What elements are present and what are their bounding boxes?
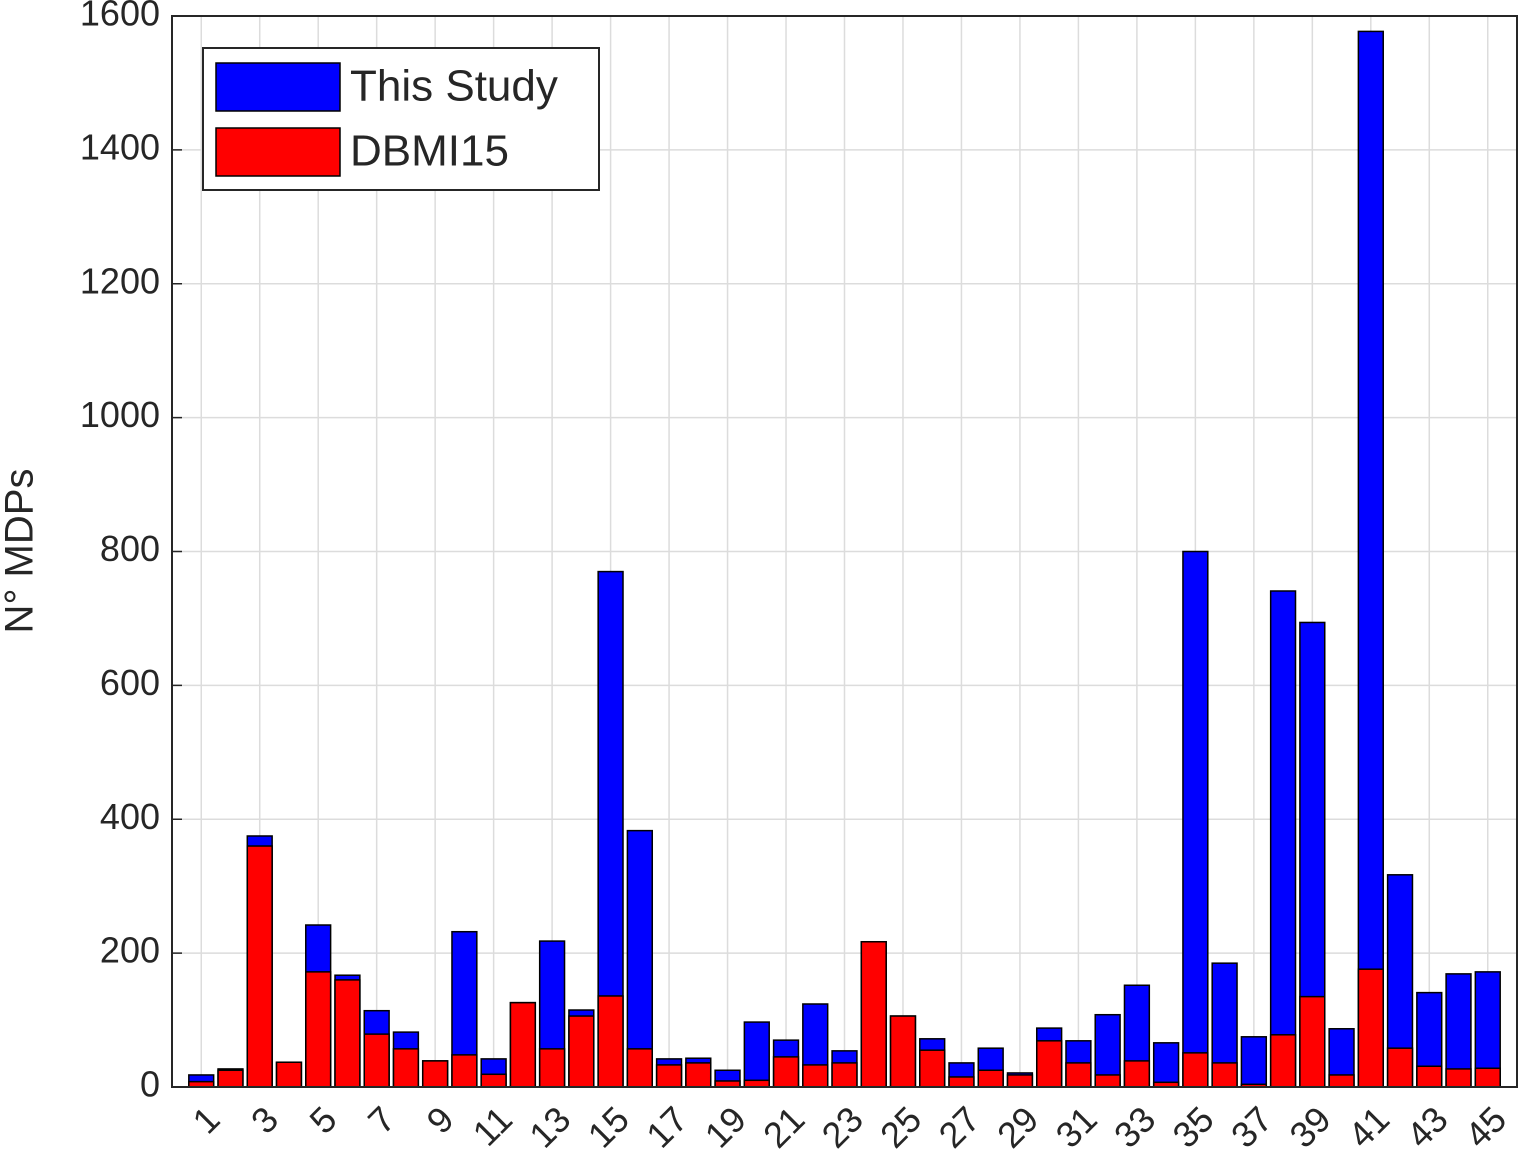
bar <box>392 1048 420 1088</box>
x-tick-label: 23 <box>814 1098 871 1155</box>
x-tick-label: 43 <box>1398 1098 1455 1155</box>
bar <box>655 1064 683 1088</box>
bar <box>919 1049 946 1088</box>
bar <box>948 1076 975 1088</box>
bar <box>626 829 654 1088</box>
x-tick-label: 7 <box>360 1098 403 1141</box>
bar <box>246 845 273 1088</box>
bar <box>1182 1052 1209 1088</box>
x-tick-label: 39 <box>1281 1098 1338 1155</box>
x-tick-label: 31 <box>1047 1098 1104 1155</box>
x-tick-label: 21 <box>755 1098 812 1155</box>
y-tick-label: 1200 <box>80 260 160 301</box>
legend-label: This Study <box>350 62 558 111</box>
x-tick-label: 25 <box>872 1098 929 1155</box>
bar <box>480 1073 507 1088</box>
bar <box>1065 1062 1092 1088</box>
bar <box>743 1021 770 1088</box>
x-tick-label: 37 <box>1223 1098 1280 1155</box>
bar <box>1240 1036 1268 1088</box>
x-tick-label: 35 <box>1164 1098 1221 1155</box>
plot-frame <box>171 15 1518 1088</box>
bar <box>1269 590 1297 1088</box>
x-tick-label: 11 <box>465 1098 520 1153</box>
bar <box>421 1060 449 1088</box>
bar <box>1094 1074 1121 1088</box>
x-tick-label: 33 <box>1106 1098 1163 1155</box>
x-tick-label: 17 <box>638 1098 695 1155</box>
bar <box>802 1064 829 1088</box>
bar <box>597 995 624 1088</box>
bar <box>685 1062 712 1088</box>
bar <box>831 1062 858 1088</box>
bar <box>1182 550 1209 1088</box>
bar <box>1416 1065 1443 1088</box>
legend-swatch <box>215 127 341 177</box>
bar <box>1445 1068 1472 1088</box>
bar <box>626 1048 654 1088</box>
bar <box>568 1015 595 1088</box>
bar <box>1152 1042 1180 1088</box>
y-tick-label: 800 <box>100 528 160 569</box>
bar <box>1328 1074 1355 1088</box>
bar <box>334 979 361 1088</box>
y-tick-label: 600 <box>100 662 160 703</box>
bar <box>1474 1067 1501 1088</box>
bar <box>305 971 332 1088</box>
x-tick-label: 19 <box>697 1098 754 1155</box>
bar <box>1357 968 1384 1088</box>
x-tick-label: 1 <box>184 1098 227 1141</box>
x-tick-label: 15 <box>580 1098 637 1155</box>
bar <box>743 1079 770 1088</box>
x-tick-label: 45 <box>1457 1098 1514 1155</box>
bar <box>451 1054 478 1088</box>
y-tick-label: 0 <box>140 1064 160 1105</box>
x-tick-label: 9 <box>418 1098 461 1141</box>
x-tick-label: 5 <box>301 1098 344 1141</box>
bar <box>1035 1040 1063 1088</box>
y-tick-label: 1400 <box>80 126 160 167</box>
x-tick-label: 29 <box>989 1098 1046 1155</box>
x-tick-label: 13 <box>521 1098 578 1155</box>
bar <box>538 1048 566 1088</box>
y-tick-label: 200 <box>100 930 160 971</box>
x-tick-label: 27 <box>931 1098 988 1155</box>
x-tick-label: 3 <box>243 1098 286 1141</box>
bar <box>977 1069 1004 1088</box>
x-tick-label: 41 <box>1340 1098 1397 1155</box>
bar <box>889 1015 917 1088</box>
bar <box>275 1061 303 1088</box>
bar <box>1006 1074 1034 1088</box>
bar <box>1357 30 1384 1088</box>
bar <box>1299 995 1326 1088</box>
bar <box>1269 1034 1297 1088</box>
bar <box>860 940 887 1088</box>
y-axis-label: N° MDPs <box>0 469 42 634</box>
y-tick-label: 1000 <box>80 394 160 435</box>
bar <box>509 1001 537 1088</box>
bar <box>363 1033 390 1088</box>
bar <box>1211 1062 1238 1088</box>
bar <box>217 1069 244 1088</box>
y-tick-label: 400 <box>100 796 160 837</box>
bar <box>1123 1060 1151 1088</box>
bar <box>1386 1047 1414 1088</box>
y-tick-label: 1600 <box>80 0 160 34</box>
legend-label: DBMI15 <box>350 127 509 176</box>
bar <box>772 1056 800 1088</box>
legend-swatch <box>215 62 341 112</box>
